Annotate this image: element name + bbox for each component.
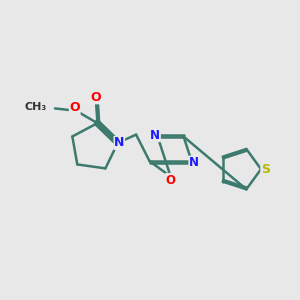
Text: O: O: [69, 101, 80, 114]
Text: CH₃: CH₃: [25, 102, 47, 112]
Text: S: S: [261, 163, 270, 176]
Text: N: N: [114, 136, 124, 149]
Text: O: O: [91, 91, 101, 104]
Text: N: N: [150, 129, 160, 142]
Text: N: N: [189, 156, 199, 169]
Text: O: O: [166, 173, 176, 187]
